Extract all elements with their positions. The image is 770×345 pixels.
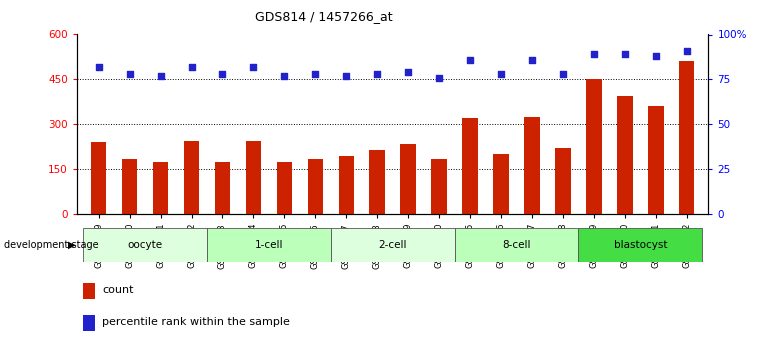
Point xyxy=(526,57,538,62)
Text: 1-cell: 1-cell xyxy=(255,240,283,250)
Point xyxy=(155,73,167,79)
Bar xyxy=(83,228,207,262)
Bar xyxy=(370,150,385,214)
Bar xyxy=(494,154,509,214)
Bar xyxy=(400,144,416,214)
Bar xyxy=(331,228,454,262)
Bar xyxy=(586,79,601,214)
Bar xyxy=(184,141,199,214)
Point xyxy=(278,73,290,79)
Point xyxy=(588,51,600,57)
Point xyxy=(433,75,445,80)
Point xyxy=(186,64,198,70)
Text: blastocyst: blastocyst xyxy=(614,240,667,250)
Text: percentile rank within the sample: percentile rank within the sample xyxy=(102,317,290,327)
Point xyxy=(310,71,322,77)
Text: ▶: ▶ xyxy=(68,240,75,250)
Bar xyxy=(462,118,478,214)
Bar xyxy=(207,228,331,262)
Text: 8-cell: 8-cell xyxy=(502,240,531,250)
Point xyxy=(216,71,229,77)
Bar xyxy=(454,228,578,262)
Point xyxy=(618,51,631,57)
Bar xyxy=(307,159,323,214)
Bar xyxy=(91,142,106,214)
Point xyxy=(557,71,569,77)
Text: development stage: development stage xyxy=(4,240,99,250)
Point xyxy=(340,73,353,79)
Point xyxy=(247,64,259,70)
Bar xyxy=(215,161,230,214)
Point xyxy=(464,57,476,62)
Point xyxy=(402,69,414,75)
Point xyxy=(371,71,383,77)
Bar xyxy=(524,117,540,214)
Bar xyxy=(83,283,95,299)
Bar xyxy=(276,162,292,214)
Point xyxy=(92,64,105,70)
Text: 2-cell: 2-cell xyxy=(378,240,407,250)
Text: GDS814 / 1457266_at: GDS814 / 1457266_at xyxy=(255,10,392,23)
Bar xyxy=(152,162,169,214)
Bar xyxy=(339,156,354,214)
Bar xyxy=(679,61,695,214)
Point xyxy=(495,71,507,77)
Bar xyxy=(648,106,664,214)
Point xyxy=(681,48,693,53)
Bar xyxy=(617,96,633,214)
Bar xyxy=(431,159,447,214)
Bar xyxy=(555,148,571,214)
Text: oocyte: oocyte xyxy=(128,240,162,250)
Bar xyxy=(83,315,95,331)
Bar xyxy=(122,159,137,214)
Point xyxy=(123,71,136,77)
Text: count: count xyxy=(102,285,134,295)
Bar xyxy=(246,141,261,214)
Bar xyxy=(578,228,702,262)
Point xyxy=(650,53,662,59)
